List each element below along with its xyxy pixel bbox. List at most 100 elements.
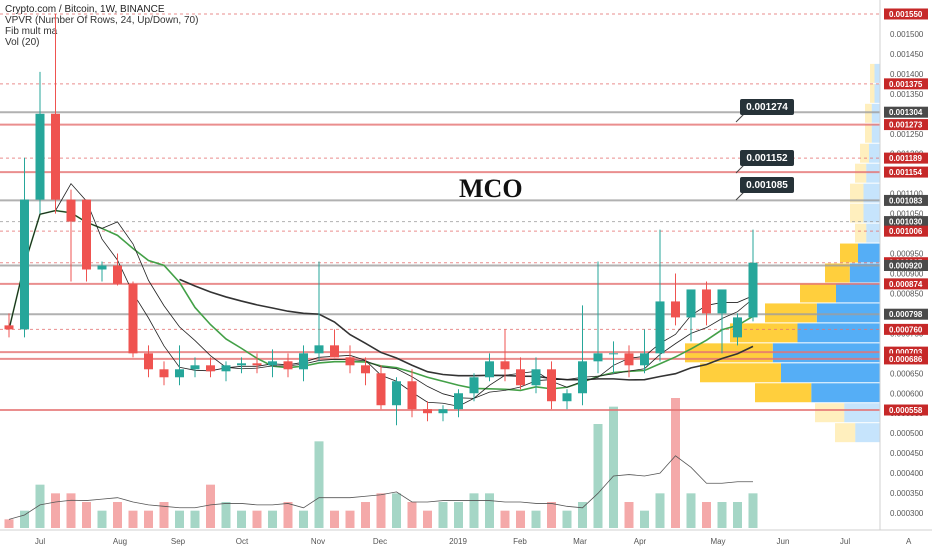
price-level-badge (884, 278, 928, 290)
candle-body[interactable] (20, 199, 29, 330)
price-level-badge (884, 216, 928, 228)
volume-profile-up-bar (863, 203, 880, 223)
auto-scale-button[interactable]: A (906, 537, 912, 546)
candle-body[interactable] (469, 377, 479, 394)
candle-body[interactable] (206, 365, 215, 372)
volume-layer (4, 398, 758, 528)
candle-body[interactable] (485, 361, 494, 378)
volume-profile-down-bar (825, 263, 850, 283)
time-tick-label: Jun (777, 537, 790, 546)
candle-body[interactable] (500, 361, 510, 370)
volume-profile-down-bar (700, 363, 781, 383)
candle-body[interactable] (237, 363, 246, 366)
price-level-badge (884, 152, 928, 164)
candle-body[interactable] (671, 301, 680, 318)
candle-body[interactable] (407, 381, 417, 410)
candle-body[interactable] (299, 353, 308, 370)
candle-body[interactable] (82, 199, 91, 270)
candle-body[interactable] (423, 409, 432, 414)
volume-profile-down-bar (850, 203, 864, 223)
price-level-badge-label: 0.001030 (889, 218, 923, 227)
price-level-badge-label: 0.000798 (889, 310, 923, 319)
candle-body[interactable] (733, 317, 742, 338)
candle-body[interactable] (516, 369, 525, 386)
candle-body[interactable] (345, 357, 355, 366)
candle-body[interactable] (128, 283, 138, 354)
candle-body[interactable] (51, 113, 60, 200)
price-tick-label: 0.000450 (890, 449, 924, 458)
volume-bar (252, 510, 262, 528)
candle-body[interactable] (717, 289, 727, 314)
candle-body[interactable] (624, 353, 634, 366)
legend-vol[interactable]: Vol (20) (5, 37, 40, 48)
candle-body[interactable] (531, 369, 541, 386)
legend-vpvr[interactable]: VPVR (Number Of Rows, 24, Up/Down, 70) (5, 15, 199, 26)
candle-body[interactable] (547, 369, 556, 402)
candle-body[interactable] (330, 345, 339, 358)
volume-profile-up-bar (874, 63, 880, 83)
time-tick-label: Feb (513, 537, 527, 546)
candle-body[interactable] (438, 409, 448, 414)
candle-body[interactable] (454, 393, 463, 410)
volume-bar (97, 510, 107, 528)
candle-body[interactable] (562, 393, 572, 402)
candle-body[interactable] (314, 345, 324, 354)
candle-body[interactable] (190, 365, 200, 370)
price-callout[interactable]: 0.001152 (735, 150, 794, 174)
price-callout[interactable]: 0.001085 (735, 177, 794, 201)
candle-body[interactable] (252, 363, 262, 366)
volume-bar (717, 502, 727, 528)
candle-body[interactable] (748, 262, 758, 318)
price-level-badge-label: 0.001375 (889, 80, 923, 89)
volume-profile-down-bar (860, 143, 869, 163)
candle-body[interactable] (376, 373, 386, 406)
volume-profile-up-bar (811, 383, 880, 403)
candle-body[interactable] (593, 353, 603, 362)
volume-bar (206, 484, 215, 528)
volume-bar (190, 510, 200, 528)
candle-body[interactable] (159, 369, 169, 378)
candle-body[interactable] (268, 361, 277, 366)
price-callout[interactable]: 0.001274 (735, 99, 794, 123)
callout-label: 0.001152 (746, 153, 788, 164)
candle-body[interactable] (578, 361, 587, 394)
candle-body[interactable] (66, 199, 76, 222)
legend-fib[interactable]: Fib mult ma (5, 26, 58, 37)
volume-profile-up-bar (863, 183, 880, 203)
callout-box (740, 99, 794, 115)
price-tick-label: 0.001450 (890, 50, 924, 59)
candle-body[interactable] (113, 265, 122, 284)
volume-bar (4, 519, 14, 528)
volume-bar (593, 424, 603, 528)
candle-body[interactable] (392, 381, 401, 406)
price-tick-label: 0.001400 (890, 70, 924, 79)
volume-bar (144, 510, 153, 528)
legend-symbol[interactable]: Crypto.com / Bitcoin, 1W, BINANCE (5, 4, 165, 15)
volume-bar (655, 493, 665, 528)
volume-bar (686, 493, 696, 528)
candle-body[interactable] (702, 289, 711, 314)
callout-box (740, 150, 794, 166)
candle-body[interactable] (640, 353, 649, 366)
candle-body[interactable] (97, 265, 107, 270)
candle-body[interactable] (144, 353, 153, 370)
candle-body[interactable] (655, 301, 665, 354)
candle-body[interactable] (175, 369, 184, 378)
price-level-badge (884, 346, 928, 358)
volume-profile-up-bar (866, 223, 880, 243)
candle-body[interactable] (4, 325, 14, 330)
price-level-badge (884, 194, 928, 206)
callout-leader (735, 113, 745, 123)
price-level-badge (884, 404, 928, 416)
candle-body[interactable] (221, 365, 231, 372)
candle-body[interactable] (609, 353, 618, 355)
volume-bar (423, 510, 432, 528)
candle-body[interactable] (361, 365, 370, 374)
candle-body[interactable] (283, 361, 293, 370)
time-tick-label: Dec (373, 537, 387, 546)
candle-body[interactable] (35, 113, 45, 200)
volume-bar (330, 510, 339, 528)
candle-body[interactable] (686, 289, 696, 318)
volume-ma-line (8, 455, 753, 520)
